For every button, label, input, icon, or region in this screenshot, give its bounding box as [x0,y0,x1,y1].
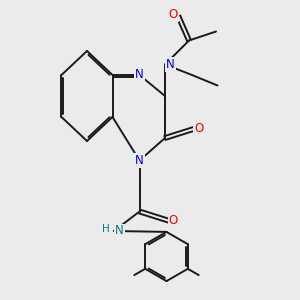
Text: O: O [169,8,178,22]
Text: O: O [169,214,178,227]
Text: N: N [135,68,144,82]
Text: N: N [166,58,175,71]
Text: N: N [115,224,124,238]
Text: H: H [102,224,110,235]
Text: O: O [194,122,203,136]
Text: N: N [135,154,144,167]
